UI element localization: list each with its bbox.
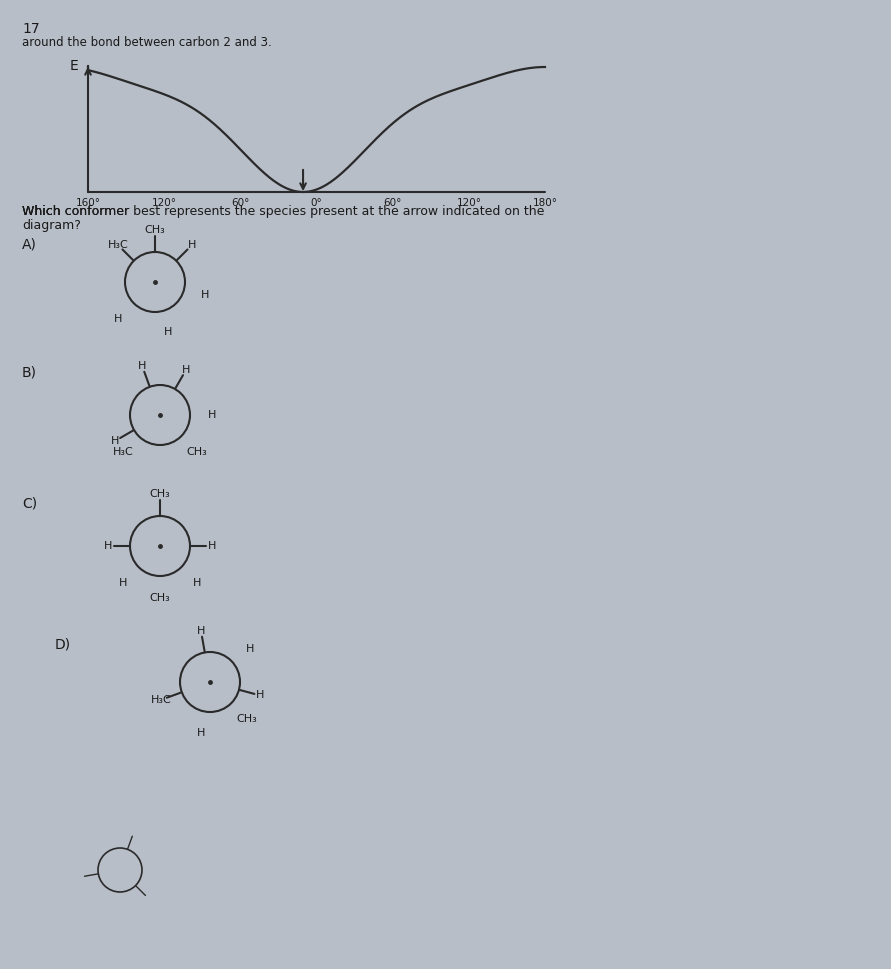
Text: diagram?: diagram? [22, 219, 81, 232]
Circle shape [125, 252, 185, 312]
Text: 60°: 60° [231, 198, 249, 208]
Text: H: H [188, 240, 196, 250]
Text: H: H [246, 643, 254, 653]
Text: 120°: 120° [151, 198, 176, 208]
Text: B): B) [22, 365, 37, 379]
Text: H: H [110, 436, 119, 446]
Text: H: H [119, 578, 127, 588]
Text: E: E [69, 59, 78, 73]
Text: CH₃: CH₃ [186, 447, 207, 456]
Text: 120°: 120° [456, 198, 481, 208]
Text: H₃C: H₃C [108, 240, 128, 250]
Text: 180°: 180° [533, 198, 558, 208]
Text: H: H [197, 729, 205, 738]
Text: CH₃: CH₃ [150, 489, 170, 499]
Text: around the bond between carbon 2 and 3.: around the bond between carbon 2 and 3. [22, 36, 272, 49]
Text: H: H [256, 691, 265, 701]
Text: H: H [192, 578, 201, 588]
Text: H: H [182, 365, 190, 375]
Circle shape [130, 516, 190, 576]
Text: C): C) [22, 496, 37, 510]
Circle shape [130, 385, 190, 445]
Text: H: H [208, 541, 217, 551]
Text: H: H [197, 626, 205, 636]
Text: CH₃: CH₃ [236, 714, 257, 724]
Circle shape [180, 652, 240, 712]
Text: CH₃: CH₃ [150, 593, 170, 603]
Text: H: H [138, 361, 146, 371]
Text: Which conformer: Which conformer [22, 205, 129, 218]
Text: H₃C: H₃C [151, 695, 171, 704]
Text: Which: Which [22, 205, 65, 218]
Text: Which conformer best represents the species present at the arrow indicated on th: Which conformer best represents the spec… [22, 205, 544, 218]
Text: H: H [104, 541, 112, 551]
Text: 160°: 160° [76, 198, 101, 208]
Text: H: H [201, 291, 209, 300]
Text: H: H [114, 314, 122, 324]
Text: A): A) [22, 237, 37, 251]
Text: D): D) [55, 638, 71, 652]
Text: CH₃: CH₃ [144, 225, 166, 235]
Text: 17: 17 [22, 22, 39, 36]
Text: 0°: 0° [311, 198, 323, 208]
Circle shape [98, 848, 142, 892]
Text: H₃C: H₃C [113, 447, 134, 456]
Text: H: H [208, 410, 217, 420]
Text: 60°: 60° [383, 198, 402, 208]
Text: H: H [164, 328, 173, 337]
